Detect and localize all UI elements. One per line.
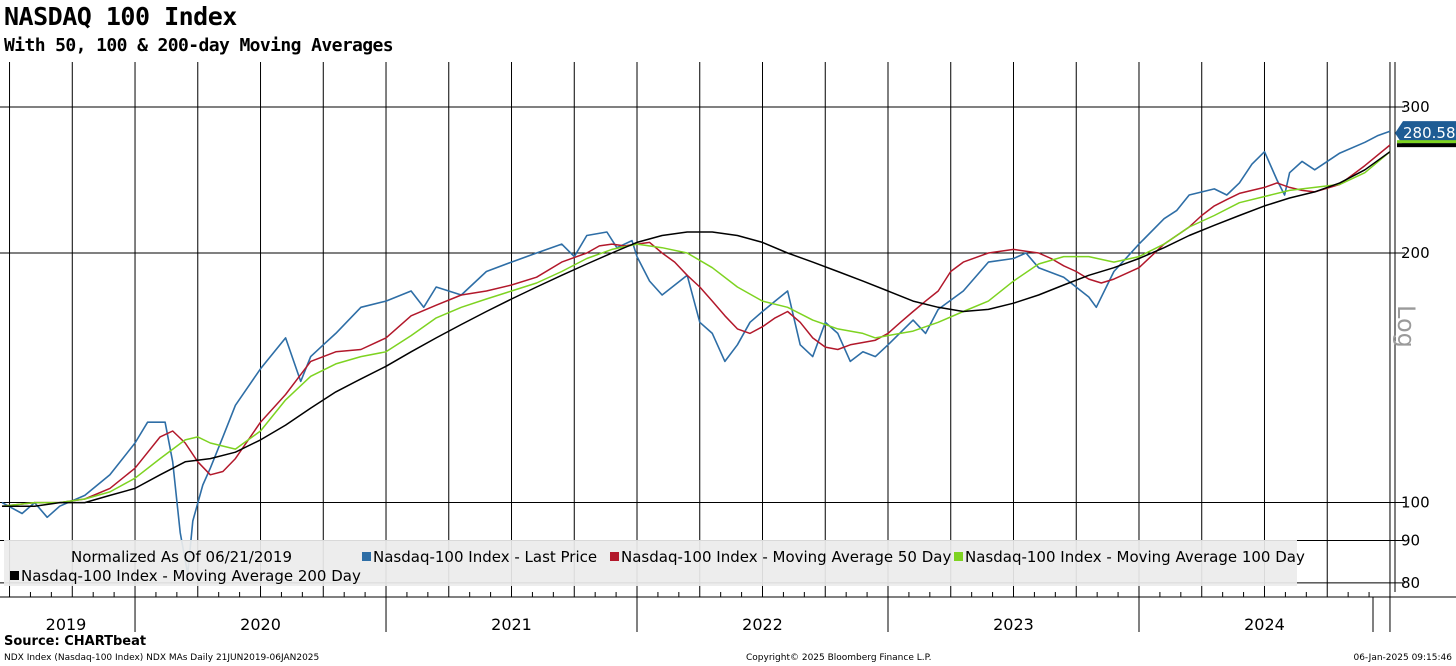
legend-label: Nasdaq-100 Index - Moving Average 50 Day bbox=[621, 548, 952, 566]
legend-swatch bbox=[10, 571, 19, 580]
footer-left: NDX Index (Nasdaq-100 Index) NDX MAs Dai… bbox=[4, 653, 320, 663]
grid-lines bbox=[0, 62, 1405, 592]
legend-item-last-price: Nasdaq-100 Index - Last Price bbox=[362, 548, 597, 566]
footer-copyright: Copyright© 2025 Bloomberg Finance L.P. bbox=[746, 653, 932, 663]
legend-swatch bbox=[954, 552, 963, 561]
legend-normalized-note: Normalized As Of 06/21/2019 bbox=[71, 548, 292, 566]
series-line-1 bbox=[1, 130, 1391, 575]
legend-label: Nasdaq-100 Index - Moving Average 200 Da… bbox=[21, 567, 361, 585]
x-tick-label: 2021 bbox=[491, 615, 532, 634]
legend-label: Nasdaq-100 Index - Moving Average 100 Da… bbox=[965, 548, 1305, 566]
legend: Normalized As Of 06/21/2019 Nasdaq-100 I… bbox=[4, 540, 1305, 586]
legend-swatch bbox=[362, 552, 371, 561]
legend-swatch bbox=[610, 552, 619, 561]
x-tick-label: 2019 bbox=[46, 615, 87, 634]
legend-label: Nasdaq-100 Index - Last Price bbox=[373, 548, 598, 566]
y-axis: 80 90 100 200 300 280.58 bbox=[1394, 62, 1456, 592]
legend-item-ma100: Nasdaq-100 Index - Moving Average 100 Da… bbox=[954, 548, 1305, 566]
series-line-4 bbox=[2, 151, 1391, 507]
badge-stripe-green bbox=[1397, 140, 1456, 144]
series-line-2 bbox=[1, 144, 1391, 507]
legend-item-ma50: Nasdaq-100 Index - Moving Average 50 Day bbox=[610, 548, 951, 566]
log-scale-label: Log bbox=[1392, 305, 1420, 348]
x-axis: 2019 2020 2021 2022 2023 2024 bbox=[0, 592, 1456, 634]
series-line-3 bbox=[1, 151, 1391, 507]
badge-stripe-black bbox=[1397, 143, 1456, 148]
x-tick-label: 2020 bbox=[240, 615, 281, 634]
chart-title: NASDAQ 100 Index bbox=[4, 2, 237, 31]
source-note: Source: CHARTbeat bbox=[4, 634, 147, 649]
x-tick-label: 2024 bbox=[1244, 615, 1285, 634]
legend-item-ma200: Nasdaq-100 Index - Moving Average 200 Da… bbox=[10, 567, 361, 585]
y-tick-label: 300 bbox=[1401, 98, 1430, 116]
y-tick-label: 100 bbox=[1401, 494, 1430, 512]
y-tick-label: 80 bbox=[1401, 574, 1420, 592]
x-tick-label: 2023 bbox=[993, 615, 1034, 634]
footer-timestamp: 06-Jan-2025 09:15:46 bbox=[1353, 653, 1452, 663]
last-value-badge bbox=[1395, 121, 1456, 146]
y-tick-label: 200 bbox=[1401, 244, 1430, 262]
y-tick-label: 90 bbox=[1401, 531, 1420, 549]
last-value-label: 280.58 bbox=[1403, 124, 1456, 142]
series-lines bbox=[1, 130, 1391, 575]
x-tick-label: 2022 bbox=[742, 615, 783, 634]
chart-subtitle: With 50, 100 & 200-day Moving Averages bbox=[4, 35, 394, 56]
